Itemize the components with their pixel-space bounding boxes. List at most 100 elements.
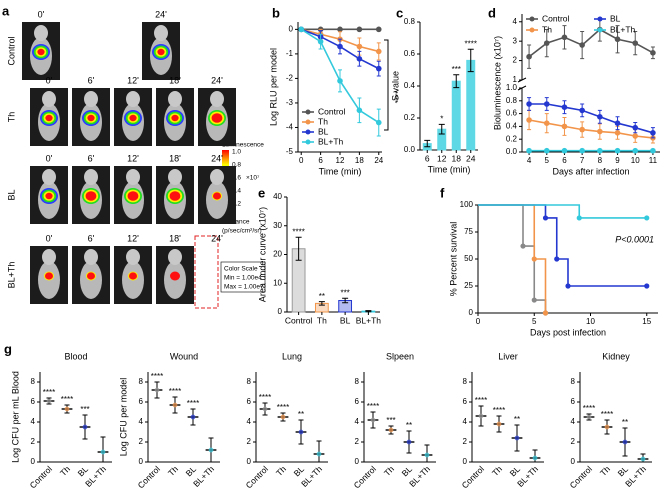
mean-marker	[514, 435, 520, 441]
x-tick-label: BL+Th	[356, 315, 382, 325]
y-tick-label: 8	[355, 377, 360, 386]
mouse-head	[84, 169, 98, 185]
legend-marker	[597, 27, 603, 33]
y-tick-label: 0	[278, 307, 283, 316]
y-tick-label: 0	[289, 24, 294, 33]
panel-label: e	[258, 185, 265, 200]
signal	[45, 272, 53, 280]
mean-marker	[46, 398, 52, 404]
y-tick-label: 4	[463, 417, 468, 426]
y-tick-label: 0.0	[404, 145, 416, 154]
bar	[451, 80, 461, 151]
mean-marker	[298, 429, 304, 435]
time-label: 24'	[155, 9, 167, 19]
time-label: 24'	[211, 233, 223, 243]
x-tick-label: BL+Th	[83, 464, 108, 489]
x-tick-label: Th	[58, 464, 72, 478]
error-bar	[438, 123, 445, 135]
legend-marker	[305, 119, 311, 125]
mouse-head	[126, 91, 140, 107]
x-tick-label: 10	[631, 156, 640, 165]
mouse-head	[210, 169, 224, 185]
y-tick-label: -1	[286, 49, 294, 58]
y-tick-label: 6	[571, 397, 576, 406]
significance: ***	[80, 405, 89, 414]
significance: ****	[465, 39, 477, 48]
significance: ****	[187, 399, 199, 408]
mean-marker	[316, 451, 322, 457]
subplot-title: Liver	[498, 351, 518, 361]
point	[531, 297, 537, 303]
mean-marker	[370, 417, 376, 423]
colorbar-title: Luminescence	[222, 142, 264, 149]
point	[298, 26, 305, 33]
bracket	[384, 39, 389, 131]
row-label: BL+Th	[6, 262, 16, 289]
point	[632, 124, 639, 131]
x-tick-label: BL	[340, 315, 351, 325]
y-tick-label: 0.6	[506, 109, 518, 118]
point	[632, 147, 639, 154]
x-tick-label: BL+Th	[623, 464, 648, 489]
colorbar-tick: 0.2	[232, 201, 241, 208]
mean-marker	[586, 414, 592, 420]
mouse-head	[126, 169, 140, 185]
legend-marker	[597, 16, 603, 22]
significance: ****	[601, 410, 613, 419]
x-tick-label: Th	[382, 464, 396, 478]
mean-marker	[424, 452, 430, 458]
y-tick-label: 0.2	[404, 113, 416, 122]
series-line	[529, 103, 654, 134]
mean-marker	[622, 439, 628, 445]
y-tick-label: 0.6	[404, 49, 416, 58]
legend-label: Th	[318, 116, 328, 126]
y-tick-label: 0	[247, 457, 252, 466]
point	[375, 65, 382, 72]
y-tick-label: -5	[286, 147, 294, 156]
y-tick-label: 0	[463, 457, 468, 466]
y-tick-label: 50	[464, 254, 473, 263]
legend-marker	[529, 16, 535, 22]
point	[644, 215, 650, 221]
significance: ***	[386, 416, 395, 425]
point	[356, 43, 363, 50]
row-label: BL	[6, 189, 16, 200]
y-tick-label: 0	[355, 457, 360, 466]
point	[561, 123, 568, 130]
x-tick-label: 8	[598, 156, 603, 165]
time-label: 18'	[169, 75, 181, 85]
y-tick-label: 8	[139, 377, 144, 386]
x-tick-label: Control	[285, 315, 313, 325]
signal	[169, 191, 181, 201]
significance: ****	[292, 227, 304, 236]
error-bar	[295, 236, 302, 261]
legend-label: BL	[610, 13, 621, 23]
y-tick-label: 4	[355, 417, 360, 426]
survival-line	[478, 204, 647, 287]
significance: ****	[583, 404, 595, 413]
subplot-title: Slpeen	[386, 351, 414, 361]
signal	[87, 272, 95, 280]
mouse-head	[168, 169, 182, 185]
significance: ****	[277, 403, 289, 412]
x-axis-label: Time (min)	[319, 166, 362, 176]
point	[542, 310, 549, 316]
significance: ****	[475, 396, 487, 405]
y-tick-label: 8	[463, 377, 468, 386]
x-tick-label: 0	[299, 156, 304, 165]
subplot-title: Blood	[64, 351, 87, 361]
colorbar-tick: 1.0	[232, 149, 241, 156]
x-tick-label: 7	[580, 156, 585, 165]
mean-marker	[478, 413, 484, 419]
y-tick-label: 2	[463, 437, 468, 446]
x-tick-label: BL+Th	[407, 464, 432, 489]
x-tick-label: Control	[136, 464, 163, 491]
signal	[213, 192, 221, 200]
mean-marker	[604, 424, 610, 430]
y-tick-label: 2	[139, 437, 144, 446]
mean-marker	[532, 455, 538, 461]
x-tick-label: Th	[274, 464, 288, 478]
row-label: Control	[6, 36, 16, 65]
error-bar	[424, 139, 431, 148]
panel-label: b	[272, 5, 280, 20]
